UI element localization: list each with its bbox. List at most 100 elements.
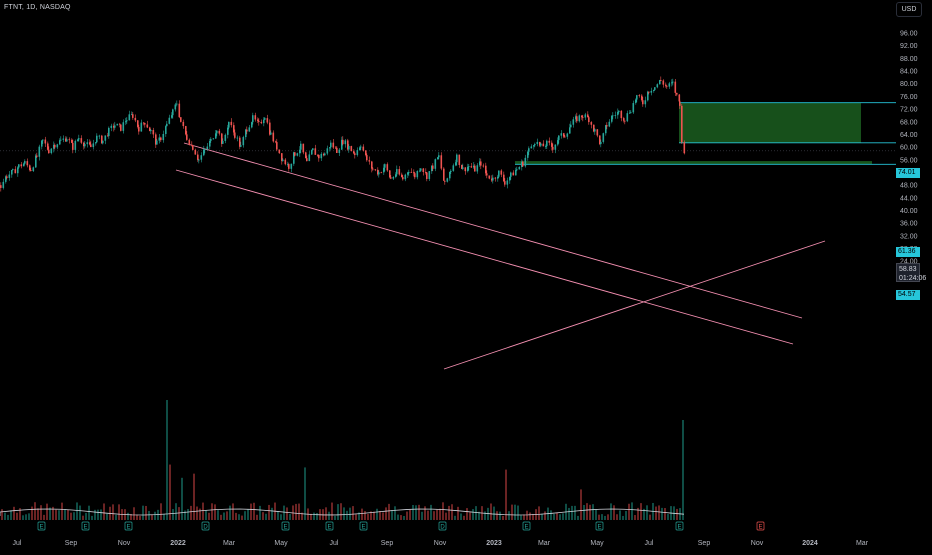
volume-bar — [643, 508, 645, 520]
event-marker-label: E — [524, 525, 528, 531]
bar-countdown: 01:24:06 — [899, 275, 927, 282]
x-tick-label: Jul — [645, 540, 654, 547]
candle-body — [581, 115, 583, 118]
currency-button[interactable]: USD — [896, 2, 922, 17]
volume-bar — [361, 508, 363, 520]
volume-bar — [640, 503, 642, 520]
candle-body — [516, 169, 518, 171]
candle-body — [392, 177, 395, 179]
candle-body — [665, 84, 667, 86]
volume-bar — [310, 513, 312, 520]
volume-bar — [433, 511, 435, 520]
candle-body — [676, 92, 678, 95]
candle-body — [467, 166, 469, 172]
volume-bar — [637, 507, 639, 520]
candle-body — [656, 84, 659, 88]
candle-body — [569, 127, 571, 134]
volume-bar — [430, 504, 432, 520]
volume-bar — [133, 507, 135, 520]
volume-bar — [454, 515, 456, 520]
volume-bar — [346, 510, 348, 520]
candle-body — [323, 153, 325, 156]
candle-body — [113, 125, 115, 128]
candle-body — [486, 173, 488, 176]
volume-bar — [262, 512, 264, 520]
x-tick-label: May — [590, 540, 604, 547]
y-tick-label: 84.00 — [900, 69, 918, 76]
volume-bar — [358, 512, 360, 520]
volume-bar — [523, 514, 525, 520]
candle-body — [660, 80, 662, 81]
candle-body — [17, 167, 19, 174]
x-tick-label: Jul — [13, 540, 22, 547]
candle-body — [623, 118, 625, 121]
event-marker-label: E — [361, 525, 365, 531]
candle-body — [96, 135, 98, 143]
y-tick-label: 60.00 — [900, 145, 918, 152]
volume-bar — [676, 508, 678, 520]
candle-body — [596, 129, 599, 136]
volume-bar — [466, 508, 468, 520]
candle-body — [528, 148, 530, 152]
volume-bar — [166, 400, 168, 520]
volume-bar — [265, 513, 267, 520]
candle-body — [224, 134, 227, 141]
candle-body — [290, 163, 293, 169]
volume-bar — [316, 512, 318, 520]
volume-bar — [370, 511, 372, 520]
volume-bar — [112, 504, 114, 520]
candle-body — [360, 146, 362, 148]
candle-body — [143, 122, 145, 124]
candle-body — [320, 153, 323, 159]
candle-body — [437, 157, 439, 160]
volume-bar — [175, 503, 177, 520]
candle-body — [624, 120, 626, 122]
candle-body — [194, 149, 197, 155]
volume-bar — [664, 508, 666, 520]
candle-body — [504, 181, 506, 185]
volume-bar — [514, 504, 516, 520]
volume-bar — [439, 508, 441, 520]
volume-bar — [520, 515, 522, 520]
supply-zone — [679, 102, 861, 143]
volume-bar — [127, 512, 129, 520]
candle-body — [335, 147, 337, 149]
volume-bar — [406, 511, 408, 520]
candle-body — [92, 143, 95, 148]
event-marker — [675, 521, 684, 531]
volume-bar — [250, 503, 252, 520]
volume-bar — [628, 503, 630, 520]
candle-body — [222, 140, 224, 144]
y-tick-label: 48.00 — [900, 183, 918, 190]
candle-body — [380, 172, 383, 174]
candle-body — [150, 130, 152, 132]
volume-bar — [70, 512, 72, 520]
candle-body — [662, 80, 665, 85]
y-tick-label: 36.00 — [900, 221, 918, 228]
volume-bar — [397, 514, 399, 520]
candle-body — [338, 149, 341, 153]
volume-bar — [421, 511, 423, 520]
candle-body — [617, 112, 619, 116]
volume-bar — [592, 504, 594, 520]
y-tick-label: 40.00 — [900, 208, 918, 215]
event-marker — [325, 521, 334, 531]
candle-body — [539, 141, 541, 146]
volume-bar — [205, 510, 207, 520]
y-tick-label: 32.00 — [900, 233, 918, 240]
candle-body — [464, 167, 467, 172]
volume-bar — [649, 514, 651, 520]
candle-body — [494, 177, 497, 179]
volume-bar — [625, 511, 627, 520]
volume-bar — [286, 507, 288, 520]
candle-body — [182, 121, 185, 127]
volume-bar — [391, 510, 393, 520]
volume-bar — [682, 420, 684, 520]
candle-body — [605, 125, 607, 134]
volume-bar — [568, 507, 570, 520]
candle-body — [311, 150, 313, 155]
volume-bar — [610, 503, 612, 520]
volume-bar — [667, 514, 669, 520]
